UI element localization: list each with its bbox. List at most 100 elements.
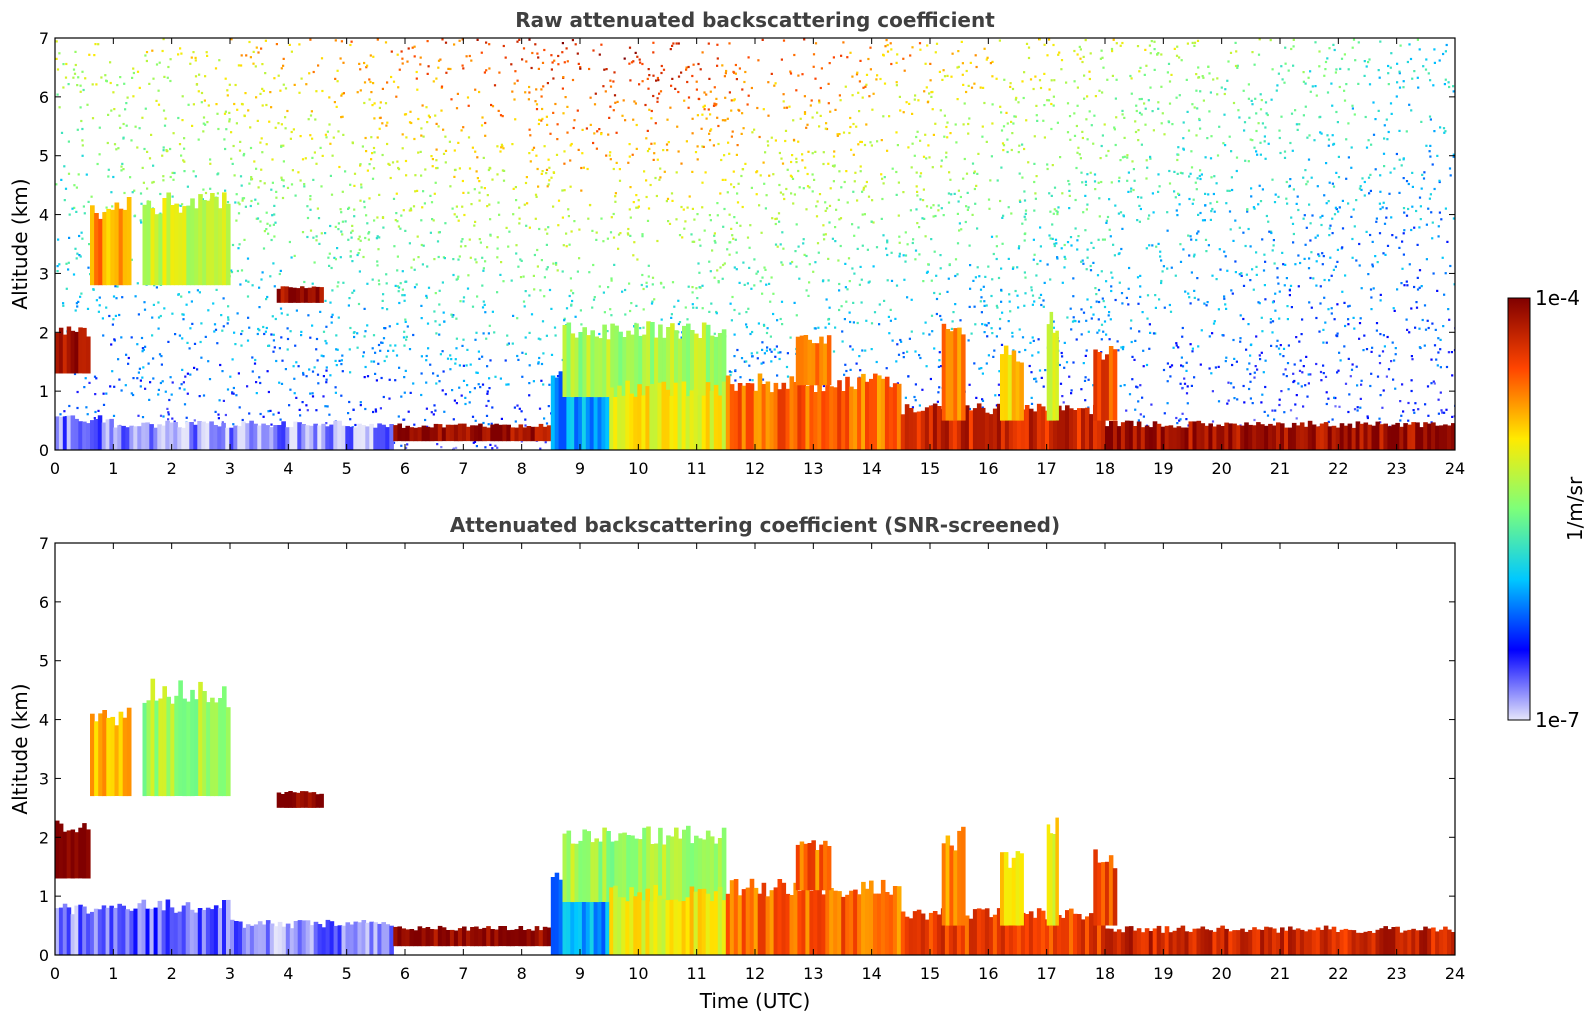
noise-pixel xyxy=(336,80,339,83)
noise-pixel xyxy=(1007,320,1010,323)
noise-pixel xyxy=(336,285,339,288)
noise-pixel xyxy=(1307,382,1310,385)
noise-pixel xyxy=(734,63,737,67)
noise-pixel xyxy=(902,111,905,114)
noise-pixel xyxy=(1344,382,1348,385)
noise-pixel xyxy=(671,199,674,202)
noise-pixel xyxy=(903,278,906,281)
noise-pixel xyxy=(1407,182,1410,186)
noise-pixel xyxy=(762,161,765,164)
noise-pixel xyxy=(1217,400,1221,403)
noise-pixel xyxy=(353,215,356,218)
noise-pixel xyxy=(668,222,672,225)
noise-pixel xyxy=(1089,52,1092,55)
noise-pixel xyxy=(947,277,950,280)
noise-pixel xyxy=(518,206,521,209)
noise-pixel xyxy=(438,333,441,336)
noise-pixel xyxy=(936,400,939,403)
noise-pixel xyxy=(528,85,531,89)
noise-pixel xyxy=(496,256,499,259)
noise-pixel xyxy=(779,317,782,321)
noise-pixel xyxy=(371,152,374,155)
noise-pixel xyxy=(1189,302,1192,305)
noise-pixel xyxy=(1423,344,1426,347)
noise-pixel xyxy=(1319,302,1322,305)
noise-pixel xyxy=(196,368,199,371)
noise-pixel xyxy=(1037,338,1040,341)
noise-pixel xyxy=(820,67,823,70)
noise-pixel xyxy=(686,318,689,321)
noise-pixel xyxy=(1322,328,1325,331)
noise-pixel xyxy=(1209,157,1213,160)
noise-pixel xyxy=(726,248,729,251)
noise-pixel xyxy=(1416,38,1419,41)
noise-pixel xyxy=(764,207,767,210)
noise-pixel xyxy=(224,413,227,417)
noise-pixel xyxy=(439,353,442,356)
noise-pixel xyxy=(602,85,605,88)
noise-pixel xyxy=(413,286,417,289)
noise-pixel xyxy=(148,157,152,160)
noise-pixel xyxy=(513,406,516,409)
noise-pixel xyxy=(1293,363,1296,366)
noise-pixel xyxy=(406,325,409,328)
noise-pixel xyxy=(113,108,116,111)
noise-pixel xyxy=(1229,51,1233,54)
noise-pixel xyxy=(716,214,719,217)
noise-pixel xyxy=(935,297,939,301)
noise-pixel xyxy=(361,145,364,148)
noise-pixel xyxy=(1038,296,1041,299)
noise-pixel xyxy=(1232,386,1235,389)
noise-pixel xyxy=(723,154,726,157)
noise-pixel xyxy=(1256,153,1259,156)
noise-pixel xyxy=(395,354,399,357)
noise-pixel xyxy=(111,323,114,326)
noise-pixel xyxy=(696,145,699,148)
noise-pixel xyxy=(1011,132,1014,135)
noise-pixel xyxy=(1034,197,1037,200)
noise-pixel xyxy=(1413,411,1416,414)
noise-pixel xyxy=(1033,209,1036,212)
noise-pixel xyxy=(289,137,292,140)
noise-pixel xyxy=(1386,335,1389,339)
noise-pixel xyxy=(802,238,805,241)
noise-pixel xyxy=(743,283,746,286)
noise-pixel xyxy=(1253,63,1256,66)
noise-pixel xyxy=(1310,251,1313,254)
noise-pixel xyxy=(946,74,949,77)
noise-pixel xyxy=(240,64,243,67)
noise-pixel xyxy=(1052,104,1055,107)
noise-pixel xyxy=(315,337,319,341)
noise-pixel xyxy=(286,327,289,330)
noise-pixel xyxy=(192,170,195,173)
noise-pixel xyxy=(216,112,219,115)
noise-pixel xyxy=(1379,299,1382,302)
noise-pixel xyxy=(524,352,527,355)
noise-pixel xyxy=(1261,122,1264,125)
noise-pixel xyxy=(1013,115,1016,118)
noise-pixel xyxy=(1270,230,1273,233)
noise-pixel xyxy=(332,136,335,139)
noise-pixel xyxy=(142,348,145,351)
noise-pixel xyxy=(983,101,986,105)
noise-pixel xyxy=(201,198,204,201)
noise-pixel xyxy=(221,370,224,373)
noise-pixel xyxy=(853,272,856,275)
noise-pixel xyxy=(1367,273,1370,276)
noise-pixel xyxy=(1139,295,1142,298)
noise-pixel xyxy=(329,301,332,304)
noise-pixel xyxy=(1315,316,1318,320)
noise-pixel xyxy=(791,154,794,157)
noise-pixel xyxy=(1157,190,1160,193)
noise-pixel xyxy=(1032,339,1035,342)
noise-pixel xyxy=(983,331,986,334)
noise-pixel xyxy=(740,357,744,360)
noise-pixel xyxy=(716,269,719,272)
noise-pixel xyxy=(412,382,415,385)
noise-pixel xyxy=(226,322,229,325)
noise-pixel xyxy=(396,160,399,163)
noise-pixel xyxy=(1276,339,1279,342)
noise-pixel xyxy=(466,287,470,290)
noise-pixel xyxy=(363,307,366,310)
noise-pixel xyxy=(518,217,521,220)
